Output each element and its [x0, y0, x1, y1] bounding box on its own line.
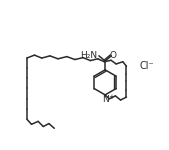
Text: Cl⁻: Cl⁻	[139, 61, 154, 71]
Text: O: O	[110, 51, 117, 60]
Text: +: +	[108, 94, 114, 100]
Text: H₂N: H₂N	[80, 51, 97, 60]
Text: N: N	[102, 95, 108, 104]
